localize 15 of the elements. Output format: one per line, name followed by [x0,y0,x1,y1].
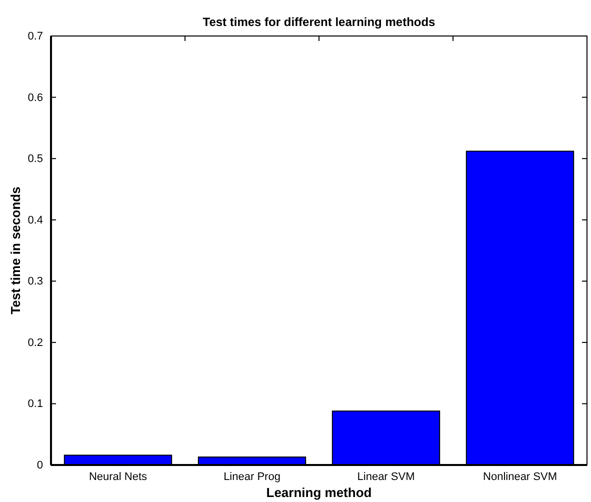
x-tick-label: Linear SVM [357,470,415,483]
y-tick-label: 0.6 [28,92,43,104]
x-axis-title: Learning method [266,485,372,500]
y-tick-label: 0 [36,460,43,472]
y-tick-label: 0.7 [28,30,43,43]
x-tick-label: Linear Prog [224,470,280,483]
y-tick-label: 0.1 [28,398,43,410]
x-tick-label: Neural Nets [88,470,148,483]
y-tick-label: 0.3 [28,276,43,288]
y-axis-title: Test time in seconds [8,186,23,314]
y-tick-label: 0.5 [28,153,43,166]
chart-title: Test times for different learning methods [202,15,436,29]
y-tick-label: 0.4 [28,214,43,226]
x-tick-label: Nonlinear SVM [483,470,557,483]
y-tick-label: 0.2 [28,336,43,349]
